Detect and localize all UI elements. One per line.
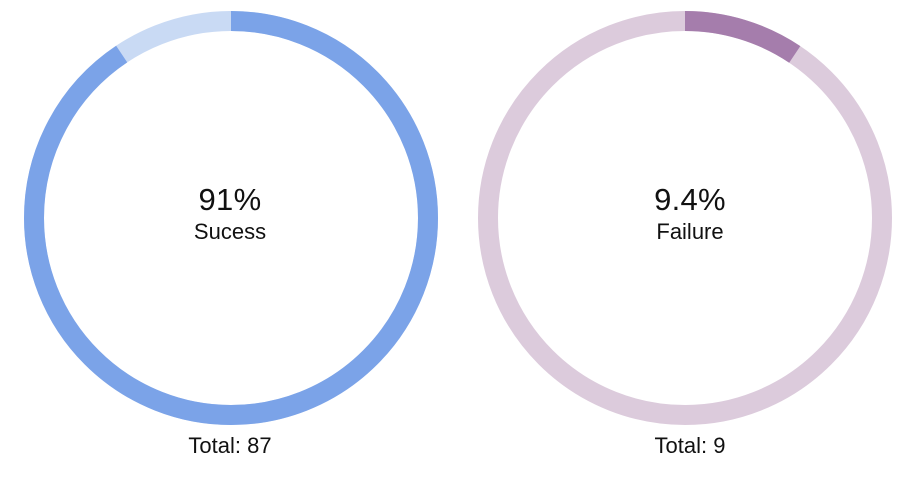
- success-ring-chart: [24, 11, 438, 425]
- failure-total: Total: 9: [654, 433, 726, 458]
- failure-label: Failure: [656, 219, 724, 244]
- success-total: Total: 87: [188, 433, 272, 458]
- success-percent: 91%: [198, 182, 262, 217]
- success-label: Sucess: [193, 219, 267, 244]
- failure-gauge: 9.4% Failure Total: 9: [460, 0, 920, 483]
- success-ring-arc: [24, 11, 438, 425]
- success-gauge: 91% Sucess Total: 87: [24, 11, 438, 458]
- failure-ring-arc: [478, 11, 892, 425]
- failure-ring-chart: [478, 11, 892, 425]
- failure-percent: 9.4%: [654, 182, 726, 217]
